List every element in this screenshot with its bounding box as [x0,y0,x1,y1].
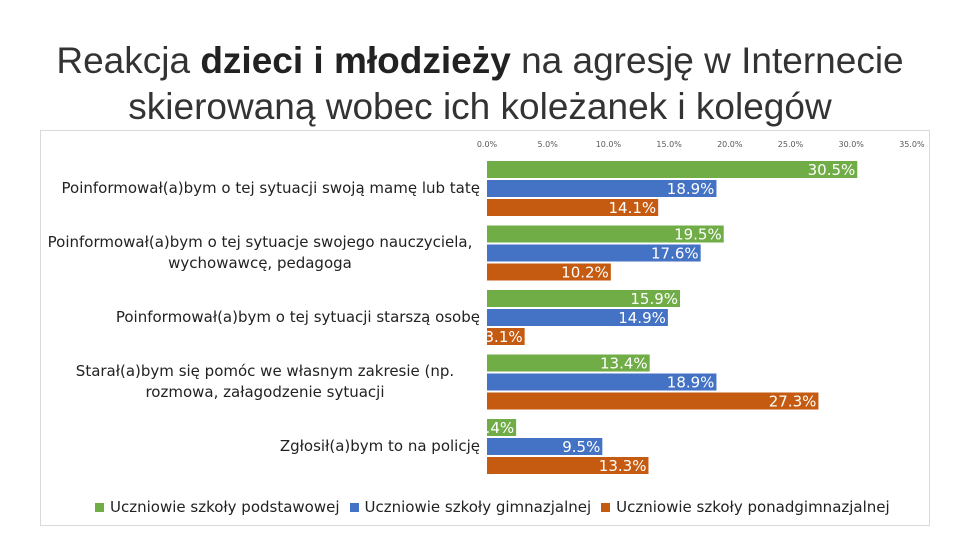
legend-swatch-gimnazjalna [349,502,359,512]
x-tick-label: 35.0% [899,140,925,149]
title-part-1: Reakcja [56,40,201,81]
data-label: 14.1% [609,199,657,217]
x-tick-label: 10.0% [596,140,622,149]
x-tick-label: 25.0% [778,140,804,149]
bar [487,180,717,197]
data-label: 15.9% [630,290,678,308]
chart-area [40,130,930,526]
legend-swatch-podstawowa [95,502,104,512]
category-label: Starał(a)bym się pomóc we własnym zakres… [75,362,455,401]
data-label: 18.9% [667,374,715,392]
x-tick-label: 5.0% [538,140,559,149]
title-emphasis: dzieci i młodzieży [200,40,511,81]
page-title: Reakcja dzieci i młodzieży na agresję w … [40,38,920,130]
legend-label-podstawowa: Uczniowie szkoły podstawowej [110,498,340,516]
bar [487,290,681,307]
bar [487,199,659,216]
bar [487,354,650,372]
bar [487,244,701,262]
legend-item-ponadgimnazjalna: Uczniowie szkoły ponadgimnazjalnej [601,498,890,516]
data-label: 18.9% [667,180,715,198]
data-label: 17.6% [651,245,699,263]
legend-label-ponadgimnazjalna: Uczniowie szkoły ponadgimnazjalnej [616,498,890,516]
bar [487,392,819,410]
x-tick-label: 0.0% [477,140,498,149]
bar [487,373,717,391]
data-label: 9.5% [562,438,600,456]
bar [487,457,649,474]
category-label: Poinformował(a)bym o tej sytuacje swojeg… [47,233,473,272]
bar [487,419,517,436]
legend-item-podstawowa: Uczniowie szkoły podstawowej [95,498,340,516]
x-tick-label: 20.0% [717,140,743,149]
legend-swatch-ponadgimnazjalna [601,502,611,512]
bar [487,438,603,455]
category-label: Poinformował(a)bym o tej sytuacji starsz… [115,308,480,326]
data-label: 13.3% [599,457,647,475]
category-label: Zgłosił(a)bym to na policję [279,437,480,455]
bar [487,225,724,243]
data-label: 14.9% [618,309,666,327]
chart-legend: Uczniowie szkoły podstawowej Uczniowie s… [95,498,900,516]
data-label: 19.5% [674,226,722,244]
x-tick-label: 30.0% [838,140,864,149]
data-label: 30.5% [808,161,856,179]
data-label: 2.4% [476,419,514,437]
bar [487,263,611,281]
x-tick-label: 15.0% [656,140,682,149]
bar [487,328,525,345]
data-label: 27.3% [769,393,817,411]
bar [487,309,668,326]
data-label: 13.4% [600,355,648,373]
category-label: Poinformował(a)bym o tej sytuacji swoją … [61,179,480,197]
legend-label-gimnazjalna: Uczniowie szkoły gimnazjalnej [364,498,592,516]
bar [487,161,858,178]
legend-item-gimnazjalna: Uczniowie szkoły gimnazjalnej [349,498,592,516]
title-part-2: na agresję w Internecie skierowaną wobec… [128,40,904,127]
data-label: 3.1% [485,328,523,346]
data-label: 10.2% [561,264,609,282]
